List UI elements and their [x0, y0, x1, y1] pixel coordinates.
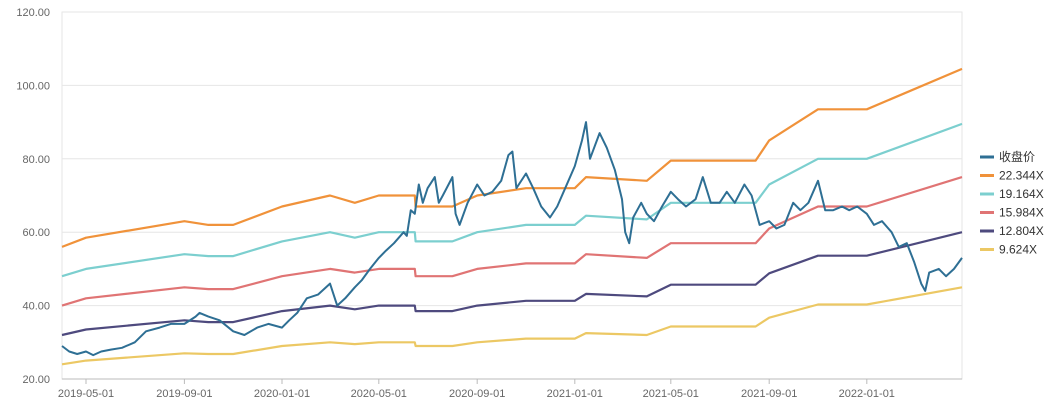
series-line-1: [61, 67, 963, 248]
series-line-3: [61, 176, 963, 307]
x-tick-label: 2020-05-01: [351, 388, 407, 400]
x-tick-label: 2021-01-01: [547, 388, 603, 400]
y-tick-label: 100.00: [16, 80, 50, 92]
legend-label: 收盘价: [999, 149, 1035, 164]
series-line-5: [61, 286, 963, 366]
series-lines: [61, 67, 963, 366]
x-tick-label: 2021-05-01: [643, 388, 699, 400]
x-axis: 2019-05-01 2019-09-01 2020-01-01 2020-05-01…: [58, 378, 962, 400]
gridlines: [61, 11, 963, 380]
x-tick-label: 2019-09-01: [156, 388, 212, 400]
legend: 收盘价 22.344X 19.164X 15.984X 12.804X 9.624X: [980, 149, 1044, 257]
series-line-0: [61, 121, 963, 357]
legend-label: 22.344X: [999, 169, 1044, 183]
plot-area: [61, 11, 963, 380]
x-tick-label: 2021-09-01: [741, 388, 797, 400]
x-tick-label: 2020-01-01: [254, 388, 310, 400]
series-line-4: [61, 231, 963, 337]
y-axis: 20.00 40.00 60.00 80.00 100.00 120.00: [16, 7, 50, 386]
y-tick-label: 20.00: [22, 374, 50, 386]
legend-label: 15.984X: [999, 206, 1044, 220]
y-tick-label: 120.00: [16, 7, 50, 19]
x-tick-label: 2020-09-01: [449, 388, 505, 400]
x-tick-label: 2022-01-01: [839, 388, 895, 400]
legend-label: 19.164X: [999, 187, 1044, 201]
y-tick-label: 40.00: [22, 301, 50, 313]
y-tick-label: 80.00: [22, 154, 50, 166]
x-tick-label: 2019-05-01: [58, 388, 114, 400]
legend-label: 9.624X: [999, 243, 1037, 257]
series-line-2: [61, 122, 963, 278]
y-tick-label: 60.00: [22, 227, 50, 239]
legend-label: 12.804X: [999, 224, 1044, 238]
